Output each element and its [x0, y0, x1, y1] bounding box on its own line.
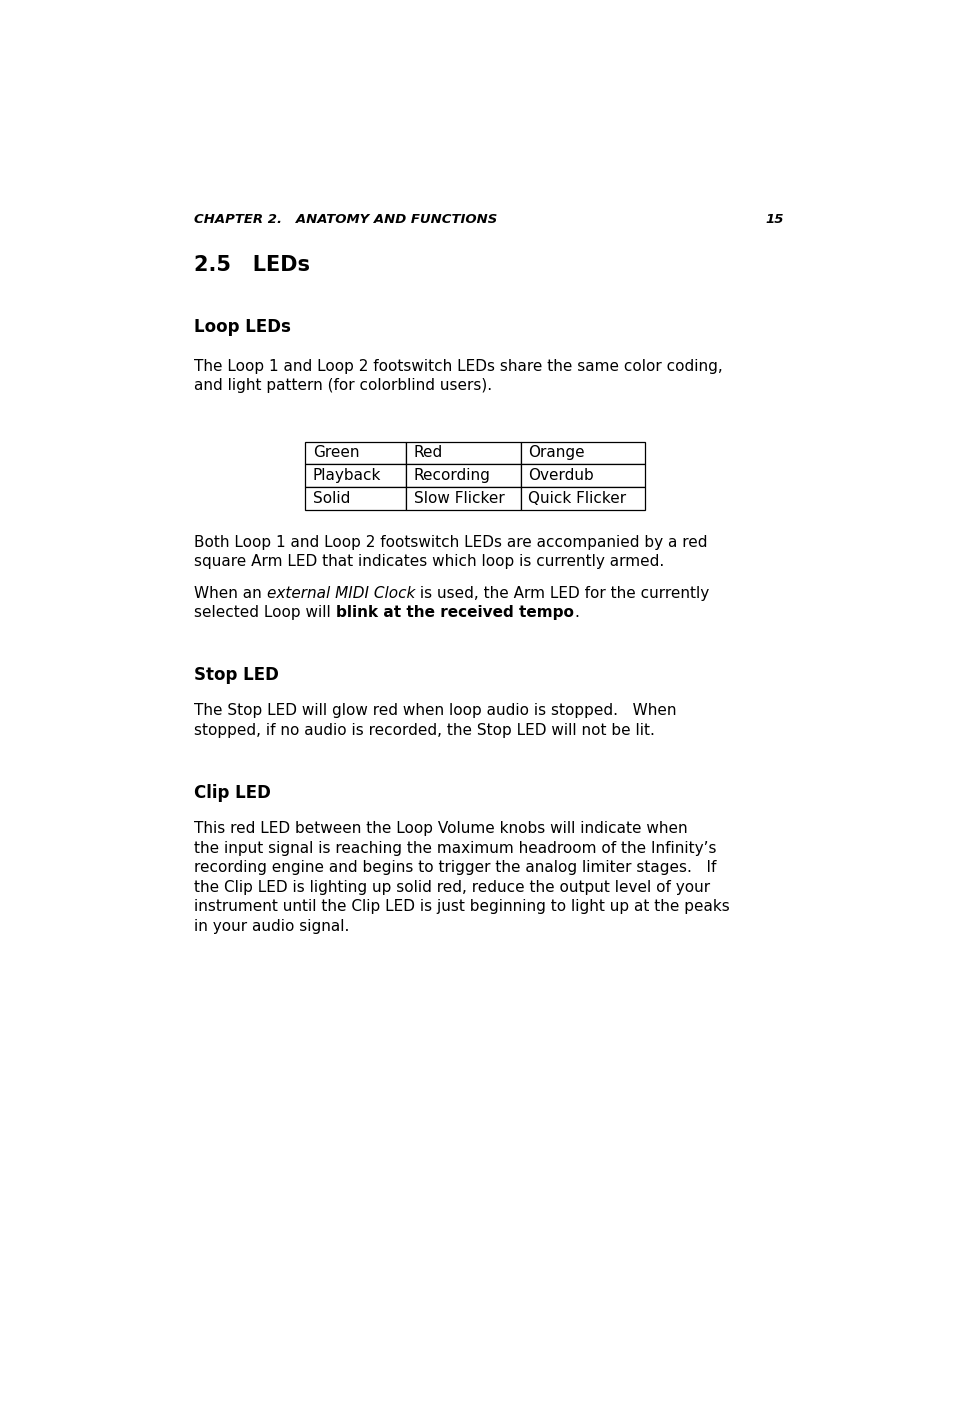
Text: Playback: Playback — [313, 468, 381, 483]
Text: Clip LED: Clip LED — [194, 784, 271, 801]
Text: .: . — [574, 605, 578, 621]
Text: Overdub: Overdub — [528, 468, 594, 483]
Bar — [305, 442, 406, 465]
Text: and light pattern (for colorblind users).: and light pattern (for colorblind users)… — [194, 378, 492, 394]
Text: Slow Flicker: Slow Flicker — [414, 490, 504, 506]
Text: in your audio signal.: in your audio signal. — [194, 919, 350, 934]
Text: blink at the received tempo: blink at the received tempo — [335, 605, 574, 621]
Text: The Stop LED will glow red when loop audio is stopped.   When: The Stop LED will glow red when loop aud… — [194, 703, 677, 718]
Bar — [406, 465, 520, 487]
Text: the Clip LED is lighting up solid red, reduce the output level of your: the Clip LED is lighting up solid red, r… — [194, 880, 710, 895]
Text: stopped, if no audio is recorded, the Stop LED will not be lit.: stopped, if no audio is recorded, the St… — [194, 723, 655, 737]
Text: is used, the Arm LED for the currently: is used, the Arm LED for the currently — [415, 585, 709, 601]
Text: the input signal is reaching the maximum headroom of the Infinity’s: the input signal is reaching the maximum… — [194, 840, 716, 855]
Text: external MIDI Clock: external MIDI Clock — [267, 585, 415, 601]
Text: Quick Flicker: Quick Flicker — [528, 490, 626, 506]
Text: selected Loop will: selected Loop will — [194, 605, 335, 621]
Text: Both Loop 1 and Loop 2 footswitch LEDs are accompanied by a red: Both Loop 1 and Loop 2 footswitch LEDs a… — [194, 534, 707, 550]
Bar — [520, 465, 644, 487]
Bar — [520, 442, 644, 465]
Text: recording engine and begins to trigger the analog limiter stages.   If: recording engine and begins to trigger t… — [194, 860, 716, 875]
Text: Red: Red — [414, 445, 442, 460]
Text: CHAPTER 2.   ANATOMY AND FUNCTIONS: CHAPTER 2. ANATOMY AND FUNCTIONS — [194, 213, 497, 226]
Text: Orange: Orange — [528, 445, 584, 460]
Text: This red LED between the Loop Volume knobs will indicate when: This red LED between the Loop Volume kno… — [194, 821, 687, 836]
Text: Solid: Solid — [313, 490, 350, 506]
Bar — [406, 442, 520, 465]
Text: instrument until the Clip LED is just beginning to light up at the peaks: instrument until the Clip LED is just be… — [194, 899, 729, 915]
Bar — [305, 487, 406, 510]
Text: The Loop 1 and Loop 2 footswitch LEDs share the same color coding,: The Loop 1 and Loop 2 footswitch LEDs sh… — [194, 358, 722, 374]
Text: 2.5   LEDs: 2.5 LEDs — [194, 254, 310, 274]
Text: Recording: Recording — [414, 468, 490, 483]
Bar — [406, 487, 520, 510]
Text: 15: 15 — [764, 213, 782, 226]
Text: When an: When an — [194, 585, 267, 601]
Text: Green: Green — [313, 445, 359, 460]
Text: square Arm LED that indicates which loop is currently armed.: square Arm LED that indicates which loop… — [194, 554, 664, 570]
Bar — [305, 465, 406, 487]
Text: Stop LED: Stop LED — [194, 666, 279, 684]
Text: Loop LEDs: Loop LEDs — [194, 318, 291, 337]
Bar — [520, 487, 644, 510]
